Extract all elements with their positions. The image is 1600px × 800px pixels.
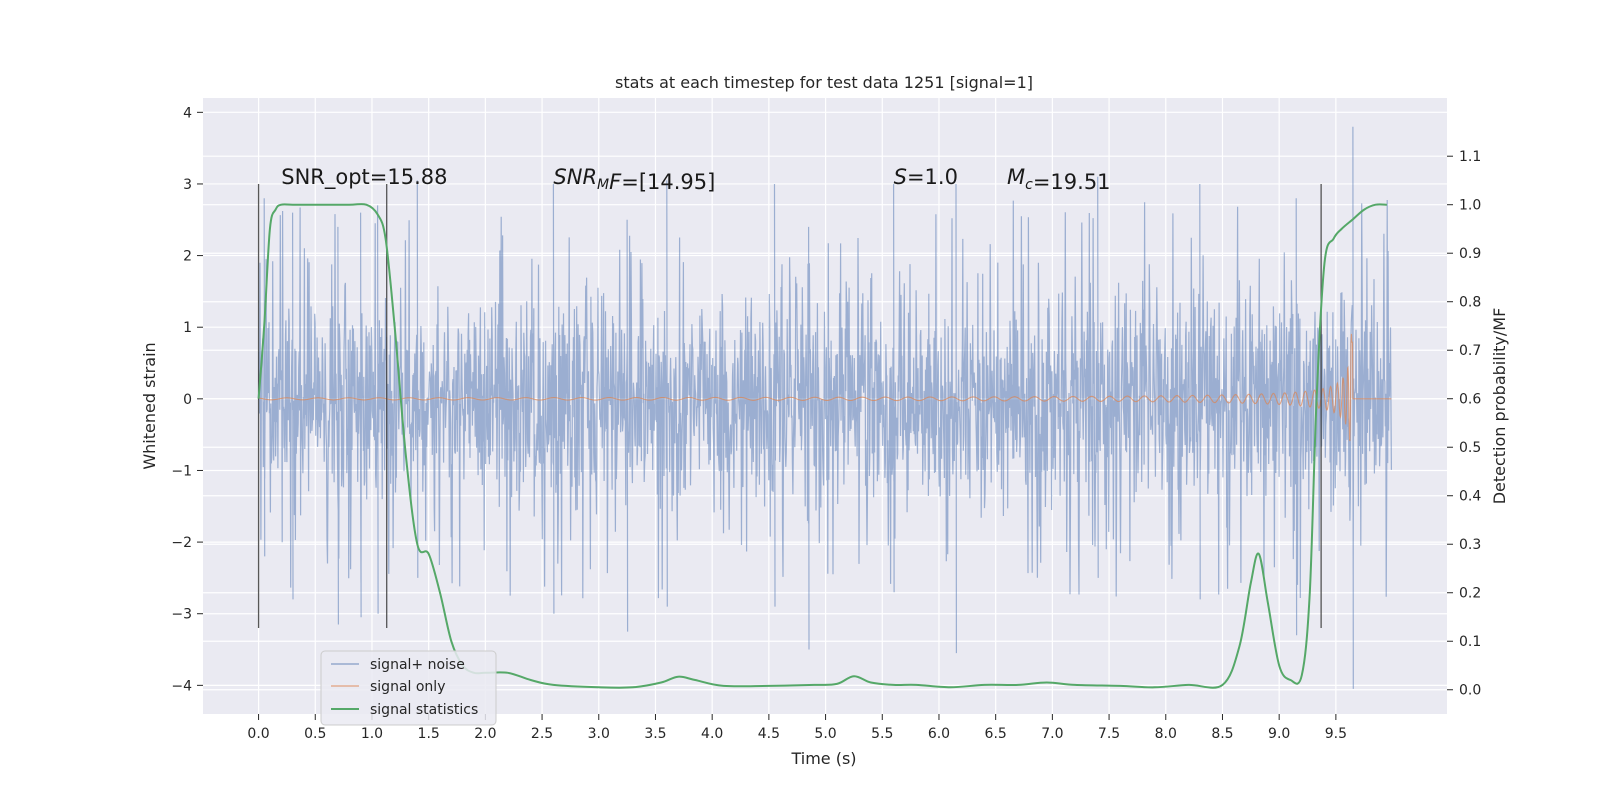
y2-tick-label: 0.6 [1459, 392, 1481, 408]
x-tick-label: 4.0 [701, 726, 723, 742]
signal-only-line [258, 333, 1392, 442]
annotation-part: c [1025, 177, 1033, 193]
annotation-part: =[14.95] [621, 170, 715, 194]
x-tick-label: 1.0 [361, 726, 383, 742]
x-tick-label: 3.5 [644, 726, 666, 742]
x-tick-label: 8.5 [1211, 726, 1233, 742]
y2-tick-label: 0.7 [1459, 343, 1481, 359]
x-axis-title: Time (s) [790, 749, 856, 768]
chart-title: stats at each timestep for test data 125… [615, 73, 1033, 92]
series-signal-only [258, 333, 1392, 442]
y-axis-ticks: −4 −3 −2 −1 0 1 2 3 4 [171, 105, 203, 694]
y-tick-label: 0 [183, 392, 192, 408]
x-tick-label: 7.0 [1041, 726, 1063, 742]
y2-axis-ticks: 0.0 0.1 0.2 0.3 0.4 0.5 0.6 0.7 0.8 0.9 1.0 1.1 [1447, 149, 1481, 699]
x-tick-label: 6.0 [928, 726, 950, 742]
signal-noise-line [258, 126, 1392, 689]
x-tick-label: 0.5 [304, 726, 326, 742]
y-tick-label: 3 [183, 177, 192, 193]
y2-axis-title: Detection probability/MF [1490, 308, 1509, 505]
annotation-snr-opt: SNR_opt=15.88 [281, 165, 447, 190]
y2-tick-label: 0.2 [1459, 586, 1481, 602]
y-tick-label: −2 [171, 535, 192, 551]
signal-statistics-line [257, 202, 1387, 689]
x-tick-label: 0.0 [247, 726, 269, 742]
y2-tick-label: 0.0 [1459, 683, 1481, 699]
y-tick-label: −3 [171, 607, 192, 623]
legend-label-signal-only: signal only [370, 679, 445, 695]
annotation-part: S [894, 165, 907, 189]
x-tick-label: 6.5 [985, 726, 1007, 742]
annotation-part: F [609, 170, 622, 194]
x-tick-label: 8.0 [1155, 726, 1177, 742]
y-tick-label: −1 [171, 463, 192, 479]
y2-tick-label: 0.3 [1459, 537, 1481, 553]
y2-tick-label: 0.8 [1459, 295, 1481, 311]
legend: signal+ noise signal only signal statist… [320, 650, 497, 726]
y2-tick-label: 0.9 [1459, 246, 1481, 262]
x-tick-label: 4.5 [758, 726, 780, 742]
y2-tick-label: 0.5 [1459, 440, 1481, 456]
y-tick-label: 1 [183, 320, 192, 336]
y-tick-label: 4 [183, 105, 192, 121]
y-tick-label: −4 [171, 678, 192, 694]
annotation-s-value: S=1.0 [894, 165, 958, 189]
series-signal-noise [258, 126, 1392, 689]
annotation-mc-value: Mc=19.51 [1007, 165, 1111, 194]
x-tick-label: 9.0 [1268, 726, 1290, 742]
y2-tick-label: 0.4 [1459, 489, 1481, 505]
annotation-snr-mf: SNRMF=[14.95] [553, 165, 715, 194]
annotation-part: =19.51 [1033, 170, 1111, 194]
x-tick-label: 3.0 [588, 726, 610, 742]
x-axis-ticks: 0.0 0.5 1.0 1.5 2.0 2.5 3.0 3.5 4.0 4.5 5.0 5.5 6.0 6… [247, 714, 1347, 742]
annotations: SNR_opt=15.88 SNRMF=[14.95] S=1.0 Mc=19.51 [281, 165, 1110, 194]
x-tick-label: 5.5 [871, 726, 893, 742]
vertical-markers [257, 183, 1322, 629]
x-tick-label: 9.5 [1325, 726, 1347, 742]
x-tick-label: 2.0 [474, 726, 496, 742]
x-tick-label: 5.0 [814, 726, 836, 742]
y-tick-label: 2 [183, 249, 192, 265]
series-signal-statistics [257, 202, 1387, 689]
annotation-part: =1.0 [907, 165, 958, 189]
x-tick-label: 1.5 [418, 726, 440, 742]
y2-tick-label: 0.1 [1459, 634, 1481, 650]
y-axis-title: Whitened strain [140, 342, 159, 469]
y2-tick-label: 1.0 [1459, 198, 1481, 214]
annotation-part: SNR_opt=15.88 [281, 165, 447, 190]
annotation-part: SNR [553, 165, 597, 189]
x-tick-label: 2.5 [531, 726, 553, 742]
legend-box [320, 650, 497, 726]
y2-tick-label: 1.1 [1459, 149, 1481, 165]
x-tick-label: 7.5 [1098, 726, 1120, 742]
legend-label-signal-noise: signal+ noise [370, 657, 465, 673]
annotation-part: M [1007, 165, 1025, 189]
legend-label-signal-statistics: signal statistics [370, 702, 478, 718]
annotation-part: M [597, 177, 609, 193]
